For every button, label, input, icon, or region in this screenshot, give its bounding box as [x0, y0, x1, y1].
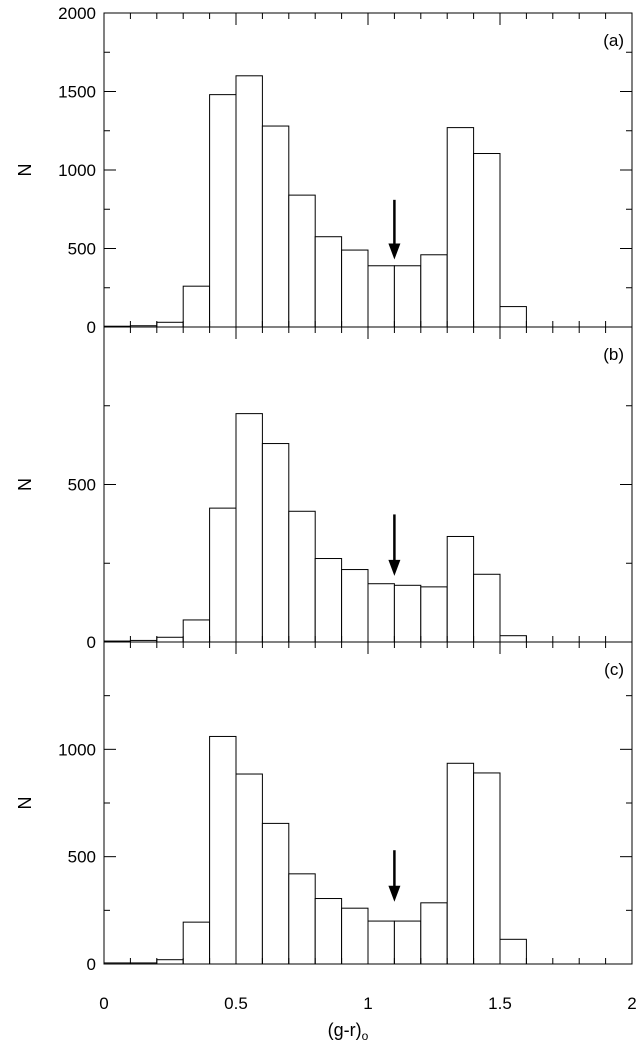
y-tick-label: 500: [68, 476, 96, 495]
histogram-bar: [235, 75, 263, 328]
panel-label: (b): [603, 345, 624, 364]
y-tick-label: 500: [68, 240, 96, 259]
histogram-bar: [182, 921, 211, 965]
histogram-bar: [314, 236, 343, 328]
histogram-bar: [367, 265, 395, 328]
arrow-annotation-head: [388, 559, 401, 576]
histogram-bar: [261, 125, 290, 328]
histogram-bar: [499, 306, 527, 328]
histogram-bar: [209, 735, 237, 965]
histogram-bar: [341, 249, 369, 328]
histogram-bar: [182, 285, 211, 328]
histogram-bar: [209, 94, 237, 328]
histogram-bar: [393, 584, 422, 643]
histogram-bar: [420, 254, 448, 328]
histogram-bar: [209, 507, 237, 643]
x-axis: 0 0.5 1 1.5 2: [99, 994, 636, 1013]
histogram-bar: [473, 772, 501, 965]
histogram-bar: [288, 194, 316, 328]
histogram-bar: [341, 569, 369, 643]
panel-1: 0 500 N (b): [15, 326, 633, 652]
y-tick-label: 0: [87, 633, 96, 652]
histogram-bar: [182, 619, 211, 643]
histogram-bar: [288, 510, 316, 643]
x-tick-label: 2: [627, 994, 636, 1013]
histogram-bar: [288, 873, 316, 965]
histogram-bar: [473, 153, 501, 328]
arrow-annotation-head: [388, 885, 401, 902]
histogram-bar: [367, 583, 395, 643]
histogram-bar: [261, 822, 290, 965]
histogram-bar: [499, 635, 527, 643]
x-tick-label: 1: [363, 994, 372, 1013]
histogram-bar: [314, 898, 343, 965]
histogram-bar: [446, 127, 475, 328]
histogram-bar: [393, 920, 422, 965]
x-tick-label: 0: [99, 994, 108, 1013]
histogram-bar: [341, 907, 369, 965]
histogram-bar: [499, 938, 527, 965]
histogram-bar: [314, 558, 343, 643]
y-tick-label: 1000: [58, 161, 96, 180]
x-tick-label: 1.5: [488, 994, 512, 1013]
y-axis-label: N: [15, 164, 35, 177]
histogram-bar: [393, 265, 422, 328]
histogram-bar: [235, 773, 263, 965]
y-tick-label: 1500: [58, 83, 96, 102]
histogram-bar: [235, 413, 263, 643]
arrow-annotation-head: [388, 243, 401, 260]
y-tick-label: 1000: [58, 740, 96, 759]
histogram-bar: [156, 959, 184, 965]
panel-label: (c): [604, 660, 624, 679]
panel-label: (a): [603, 31, 624, 50]
y-tick-label: 0: [87, 318, 96, 337]
histogram-bar: [156, 636, 184, 643]
x-tick-label: 0.5: [224, 994, 248, 1013]
histogram-bar: [420, 586, 448, 643]
histogram-bar: [446, 762, 475, 965]
panel-0: 0 500 1000 1500 2000 N (a): [15, 4, 633, 337]
histogram-bar: [446, 535, 475, 643]
y-tick-label: 2000: [58, 4, 96, 23]
y-tick-label: 0: [87, 955, 96, 974]
histogram-bar: [420, 902, 448, 965]
panel-2: 0 500 1000 N (c): [15, 641, 633, 974]
histogram-bar: [473, 573, 501, 643]
x-axis-label: (g-r)o: [328, 1020, 369, 1043]
histogram-bar: [156, 321, 184, 328]
y-axis-label: N: [15, 478, 35, 491]
y-axis-label: N: [15, 797, 35, 810]
histogram-bar: [261, 443, 290, 643]
histogram-bar: [367, 920, 395, 965]
histogram-panels: 0 500 1000 1500 2000 N (a) 0 500 N (b) 0 500 1000 N (c): [15, 4, 633, 974]
y-tick-label: 500: [68, 848, 96, 867]
